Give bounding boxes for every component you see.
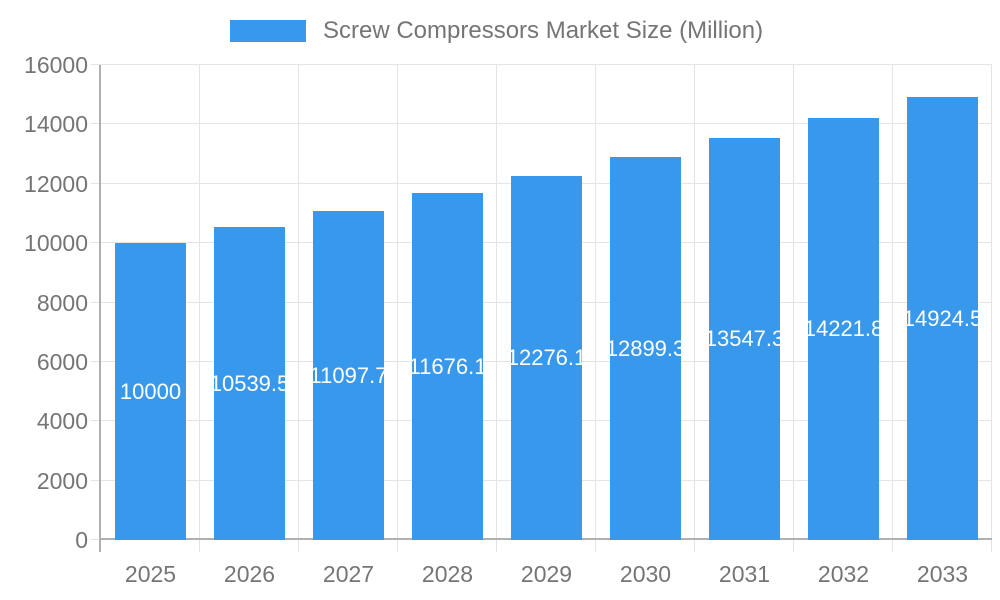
bar: 14924.5 bbox=[907, 97, 978, 540]
v-gridline bbox=[397, 65, 398, 540]
y-axis-line bbox=[99, 65, 101, 552]
bar-value-label: 14924.5 bbox=[907, 305, 978, 331]
y-axis-tick bbox=[91, 123, 101, 124]
bar: 14221.8 bbox=[808, 118, 879, 540]
x-axis-tick bbox=[595, 540, 596, 552]
x-axis-tick bbox=[199, 540, 200, 552]
y-axis-tick bbox=[91, 183, 101, 184]
x-tick-label: 2026 bbox=[223, 561, 276, 587]
x-axis-tick bbox=[397, 540, 398, 552]
h-gridline bbox=[101, 64, 992, 65]
bar: 11676.1 bbox=[412, 193, 483, 540]
y-tick-label: 10000 bbox=[24, 230, 88, 256]
y-axis-tick bbox=[91, 539, 101, 540]
x-tick-label: 2030 bbox=[619, 561, 672, 587]
x-tick-label: 2032 bbox=[817, 561, 870, 587]
v-gridline bbox=[199, 65, 200, 540]
y-axis-tick bbox=[91, 302, 101, 303]
bar: 13547.3 bbox=[709, 138, 780, 540]
legend-swatch bbox=[230, 20, 306, 42]
x-tick-label: 2033 bbox=[916, 561, 969, 587]
y-tick-label: 16000 bbox=[24, 52, 88, 78]
x-axis-tick bbox=[694, 540, 695, 552]
v-gridline bbox=[991, 65, 992, 540]
x-axis-tick bbox=[793, 540, 794, 552]
y-tick-label: 6000 bbox=[36, 349, 88, 375]
y-axis-tick bbox=[91, 480, 101, 481]
bar: 11097.7 bbox=[313, 211, 384, 540]
bar-value-label: 11676.1 bbox=[412, 353, 483, 379]
bar: 12276.1 bbox=[511, 176, 582, 540]
y-axis-tick bbox=[91, 420, 101, 421]
y-tick-label: 0 bbox=[75, 527, 88, 553]
bar-value-label: 11097.7 bbox=[313, 362, 384, 388]
legend-label: Screw Compressors Market Size (Million) bbox=[323, 17, 764, 44]
bar: 12899.3 bbox=[610, 157, 681, 540]
bar-value-label: 12276.1 bbox=[511, 345, 582, 370]
bar: 10000 bbox=[115, 243, 186, 540]
y-tick-label: 14000 bbox=[24, 111, 88, 137]
x-axis-tick bbox=[298, 540, 299, 552]
x-tick-label: 2031 bbox=[718, 561, 771, 587]
y-tick-label: 2000 bbox=[36, 468, 88, 494]
bar-value-label: 10000 bbox=[119, 378, 182, 404]
y-axis-tick bbox=[91, 242, 101, 243]
x-axis-tick bbox=[496, 540, 497, 552]
y-axis-tick bbox=[91, 361, 101, 362]
v-gridline bbox=[793, 65, 794, 540]
x-tick-label: 2027 bbox=[322, 561, 375, 587]
v-gridline bbox=[298, 65, 299, 540]
v-gridline bbox=[496, 65, 497, 540]
y-tick-label: 8000 bbox=[36, 290, 88, 316]
h-gridline bbox=[101, 123, 992, 124]
x-tick-label: 2025 bbox=[124, 561, 177, 587]
y-axis-tick bbox=[91, 64, 101, 65]
y-tick-label: 4000 bbox=[36, 408, 88, 434]
bar-value-label: 12899.3 bbox=[610, 335, 681, 361]
bar-value-label: 13547.3 bbox=[709, 326, 780, 351]
x-tick-label: 2029 bbox=[520, 561, 573, 587]
y-tick-label: 12000 bbox=[24, 171, 88, 197]
v-gridline bbox=[694, 65, 695, 540]
x-axis-tick bbox=[991, 540, 992, 552]
bar: 10539.5 bbox=[214, 227, 285, 540]
v-gridline bbox=[595, 65, 596, 540]
x-tick-label: 2028 bbox=[421, 561, 474, 587]
x-axis-tick bbox=[892, 540, 893, 552]
bar-value-label: 14221.8 bbox=[808, 316, 879, 341]
chart-legend[interactable]: Screw Compressors Market Size (Million) bbox=[230, 17, 763, 45]
v-gridline bbox=[892, 65, 893, 540]
bar-value-label: 10539.5 bbox=[214, 370, 285, 396]
